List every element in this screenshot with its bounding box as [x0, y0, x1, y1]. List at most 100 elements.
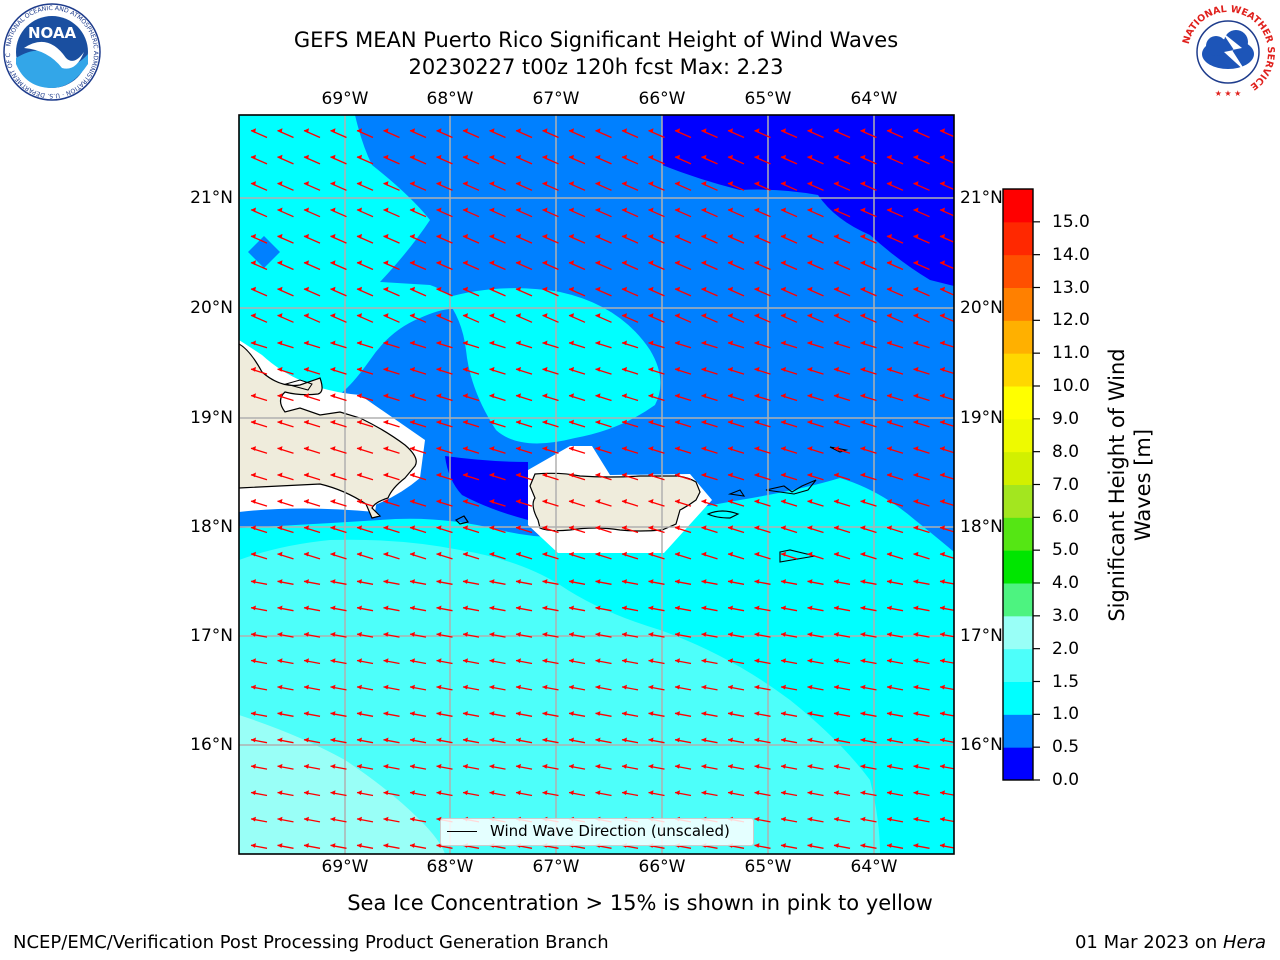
wave-direction-arrowhead: [569, 525, 574, 531]
wave-direction-arrowhead: [383, 366, 389, 372]
wave-direction-arrowhead: [383, 605, 389, 611]
wave-direction-arrowhead: [807, 128, 813, 134]
wave-direction-arrowhead: [330, 472, 336, 478]
wave-direction-arrowhead: [940, 446, 945, 451]
wave-direction-arrowhead: [542, 498, 548, 504]
lat-label-left: 16°N: [190, 735, 233, 755]
wave-direction-arrowhead: [516, 128, 521, 134]
wave-direction-arrowhead: [516, 181, 521, 186]
wave-direction-arrowhead: [807, 207, 813, 213]
wave-direction-arrowhead: [595, 313, 601, 318]
wave-direction-arrowhead: [675, 446, 680, 451]
wave-direction-arrowhead: [622, 658, 627, 664]
colorbar-segment: [1003, 418, 1033, 453]
wave-direction-arrowhead: [675, 579, 680, 584]
wave-direction-arrowhead: [304, 551, 309, 557]
wave-direction-arrowhead: [357, 207, 362, 213]
colorbar-segment: [1003, 550, 1033, 584]
wave-direction-arrowhead: [834, 181, 839, 186]
wave-direction-arrowhead: [781, 419, 786, 425]
wave-direction-arrowhead: [251, 472, 256, 478]
wave-direction-arrowhead: [913, 313, 919, 318]
wave-direction-arrowhead: [860, 419, 866, 425]
wave-direction-arrowhead: [754, 128, 760, 134]
wave-direction-arrowhead: [860, 816, 866, 822]
wave-direction-arrowhead: [913, 393, 919, 399]
wave-direction-arrowhead: [516, 472, 521, 478]
wave-direction-arrowhead: [728, 605, 733, 611]
wave-direction-arrowhead: [516, 579, 521, 584]
wave-direction-arrowhead: [304, 446, 309, 451]
wave-direction-arrowhead: [860, 446, 866, 451]
wave-direction-arrowhead: [701, 340, 707, 346]
wave-direction-arrowhead: [940, 551, 945, 557]
wave-direction-arrowhead: [622, 684, 627, 690]
wave-direction-arrowhead: [834, 525, 839, 531]
wave-direction-arrowhead: [887, 181, 892, 186]
wave-direction-arrowhead: [357, 790, 362, 796]
wave-direction-arrowhead: [860, 551, 866, 557]
wave-direction-arrowhead: [277, 128, 283, 134]
wave-direction-arrowhead: [410, 790, 415, 796]
wave-direction-arrowhead: [569, 419, 574, 425]
wave-direction-arrowhead: [887, 816, 892, 822]
footer-host: Hera: [1222, 932, 1266, 953]
wave-direction-arrowhead: [277, 658, 283, 664]
wave-direction-arrowhead: [410, 579, 415, 584]
wave-direction-arrowhead: [648, 366, 654, 372]
wave-direction-arrowhead: [754, 154, 760, 160]
wave-direction-arrowhead: [569, 790, 574, 796]
wave-direction-arrowhead: [516, 498, 521, 504]
wave-direction-arrowhead: [887, 737, 892, 743]
wave-direction-arrowhead: [304, 286, 309, 292]
wave-direction-arrowhead: [357, 340, 362, 346]
wave-direction-arrowhead: [436, 260, 442, 266]
wave-direction-arrowhead: [330, 605, 336, 611]
nws-logo: NATIONAL WEATHER SERVICE ★ ★ ★: [1180, 4, 1276, 100]
wave-direction-arrowhead: [834, 207, 839, 213]
wave-direction-arrowhead: [913, 260, 919, 266]
wave-direction-arrowhead: [304, 128, 309, 134]
wave-direction-arrowhead: [436, 181, 442, 186]
lon-label-bottom: 69°W: [321, 857, 369, 877]
wave-direction-arrowhead: [648, 711, 654, 716]
wave-direction-arrowhead: [277, 816, 283, 822]
wave-direction-arrowhead: [834, 498, 839, 504]
wave-direction-arrowhead: [304, 498, 309, 504]
wave-direction-arrowhead: [887, 207, 892, 213]
wave-direction-arrowhead: [860, 737, 866, 743]
lat-label-right: 18°N: [960, 517, 1003, 537]
wave-direction-arrowhead: [304, 366, 309, 372]
wave-direction-arrowhead: [754, 631, 760, 637]
wave-direction-arrowhead: [277, 763, 283, 769]
wave-direction-arrowhead: [463, 181, 468, 186]
wave-direction-arrowhead: [251, 498, 256, 504]
wave-direction-arrowhead: [436, 605, 442, 611]
wave-direction-arrowhead: [463, 233, 468, 239]
wave-direction-arrowhead: [489, 790, 495, 796]
wave-direction-arrowhead: [357, 711, 362, 716]
wave-direction-arrowhead: [251, 631, 256, 637]
wave-direction-arrowhead: [595, 498, 601, 504]
wave-direction-arrowhead: [887, 551, 892, 557]
wave-direction-arrowhead: [701, 233, 707, 239]
wave-direction-arrowhead: [569, 181, 574, 186]
wave-direction-arrowhead: [728, 790, 733, 796]
wave-direction-arrowhead: [569, 207, 574, 213]
wave-direction-arrowhead: [489, 207, 495, 213]
colorbar: [1002, 188, 1040, 781]
wave-direction-arrowhead: [357, 154, 362, 160]
wave-direction-arrowhead: [754, 790, 760, 796]
lat-label-right: 20°N: [960, 298, 1003, 318]
wave-direction-arrowhead: [463, 737, 468, 743]
colorbar-tick-label: 6.0: [1052, 507, 1080, 528]
wave-direction-arrowhead: [463, 790, 468, 796]
wave-direction-arrowhead: [489, 340, 495, 346]
wave-direction-arrowhead: [675, 181, 680, 186]
wave-direction-arrowhead: [622, 446, 627, 451]
wave-direction-arrowhead: [648, 154, 654, 160]
wave-direction-arrowhead: [489, 393, 495, 399]
wave-direction-arrowhead: [913, 579, 919, 584]
wave-direction-arrowhead: [277, 286, 283, 292]
wave-direction-arrowhead: [648, 419, 654, 425]
